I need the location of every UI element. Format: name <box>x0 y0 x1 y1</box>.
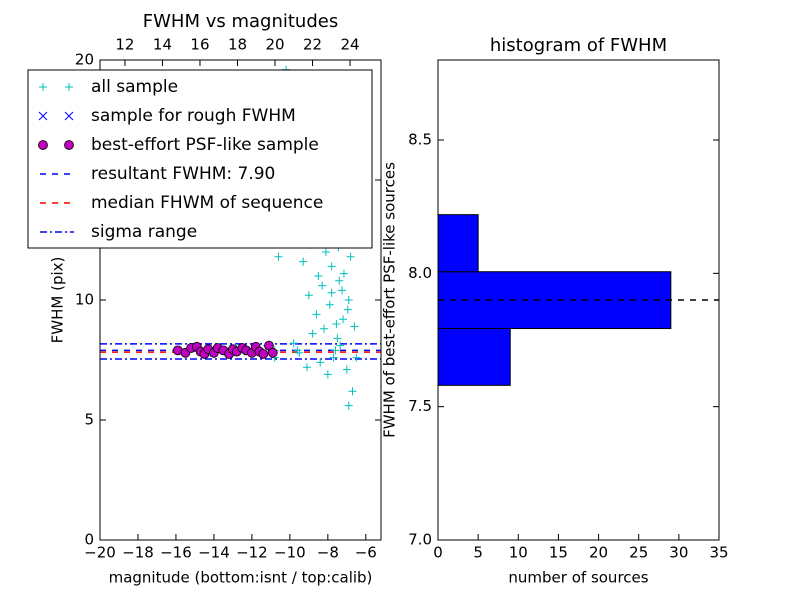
x-tick-label: −8 <box>317 544 339 562</box>
x-tick-label: 0 <box>433 544 443 562</box>
circle-marker <box>258 349 269 359</box>
plus-marker <box>293 346 302 355</box>
legend-label: resultant FWHM: 7.90 <box>91 164 275 184</box>
plus-marker <box>321 248 330 256</box>
x2-tick-label: 18 <box>228 36 247 54</box>
x-axis-label: magnitude (bottom:isnt / top:calib) <box>109 569 373 587</box>
circle-marker <box>267 347 278 358</box>
plus-marker <box>343 305 352 314</box>
y-tick-label: 10 <box>75 291 94 309</box>
x-tick-label: 10 <box>509 544 528 562</box>
plus-marker <box>39 83 47 91</box>
plus-marker <box>339 315 348 324</box>
y-tick-label: 8.0 <box>408 264 432 282</box>
legend-label: sigma range <box>91 222 197 242</box>
plus-marker <box>342 365 351 374</box>
chart-title: FWHM vs magnitudes <box>143 11 338 32</box>
plus-marker <box>289 339 298 348</box>
x-tick-label: −18 <box>122 544 154 562</box>
y-tick-label: 0 <box>84 531 94 549</box>
y-tick-label: 7.5 <box>408 397 432 415</box>
x2-tick-label: 16 <box>190 36 209 54</box>
x-tick-label: 5 <box>473 544 483 562</box>
plus-marker <box>339 269 348 278</box>
x-tick-label: 35 <box>709 544 728 562</box>
plus-marker <box>65 83 73 91</box>
x-tick-label: −10 <box>274 544 306 562</box>
x-tick-label: −12 <box>236 544 268 562</box>
plus-marker <box>323 370 332 379</box>
x-tick-label: −16 <box>160 544 192 562</box>
plus-marker <box>352 353 361 362</box>
x-tick-label: 15 <box>549 544 568 562</box>
plus-marker <box>327 288 336 297</box>
x2-tick-label: 24 <box>341 36 360 54</box>
plus-marker <box>312 310 321 319</box>
plus-marker <box>333 334 342 343</box>
histogram-bar <box>437 328 511 386</box>
plus-marker <box>320 324 329 333</box>
x-tick-label: −6 <box>355 544 377 562</box>
plus-marker <box>299 257 308 266</box>
legend-label: best-effort PSF-like sample <box>91 135 319 155</box>
x-tick-label: −20 <box>84 544 116 562</box>
plus-marker <box>336 341 345 350</box>
x2-tick-label: 20 <box>265 36 284 54</box>
plus-marker <box>344 401 353 410</box>
y-axis-label: FWHM of best-effort PSF-like sources <box>381 162 399 438</box>
x-axis-label: number of sources <box>508 569 648 587</box>
legend-label: median FHWM of sequence <box>91 193 323 213</box>
plus-marker <box>314 272 323 280</box>
plus-marker <box>338 286 347 295</box>
y-tick-label: 5 <box>84 411 94 429</box>
x2-tick-label: 14 <box>153 36 172 54</box>
plus-marker <box>346 252 355 261</box>
y-tick-label: 8.5 <box>408 131 432 149</box>
x2-tick-label: 22 <box>303 36 322 54</box>
axes-frame <box>437 59 720 541</box>
plus-marker <box>316 358 325 367</box>
plus-marker <box>308 329 317 338</box>
plus-marker <box>325 300 334 309</box>
legend-label: sample for rough FWHM <box>91 106 296 126</box>
circle-marker <box>38 140 48 150</box>
legend-label: all sample <box>91 77 178 97</box>
histogram-bar <box>437 214 479 273</box>
plus-marker <box>327 262 336 271</box>
plus-marker <box>332 320 341 328</box>
plus-marker <box>318 281 327 290</box>
y-axis-label: FWHM (pix) <box>49 257 67 344</box>
y-tick-label: 7.0 <box>408 531 432 549</box>
x-tick-label: 25 <box>629 544 648 562</box>
x-tick-label: 30 <box>669 544 688 562</box>
plus-marker <box>274 252 283 261</box>
y-tick-label: 20 <box>75 51 94 69</box>
chart-title: histogram of FWHM <box>490 35 667 56</box>
x-marker <box>64 111 74 121</box>
legend-box <box>27 69 373 249</box>
x-tick-label: 20 <box>589 544 608 562</box>
plus-marker <box>329 353 338 362</box>
plus-marker <box>350 322 359 331</box>
plus-marker <box>304 291 313 300</box>
x-marker <box>38 111 48 121</box>
x-tick-label: −14 <box>198 544 230 562</box>
axes-frame <box>99 59 382 541</box>
circle-marker <box>64 140 74 150</box>
plus-marker <box>344 296 353 304</box>
x2-tick-label: 12 <box>115 36 134 54</box>
plus-marker <box>331 346 340 355</box>
plus-marker <box>335 276 344 285</box>
plus-marker <box>348 387 357 396</box>
plus-marker <box>302 363 311 372</box>
